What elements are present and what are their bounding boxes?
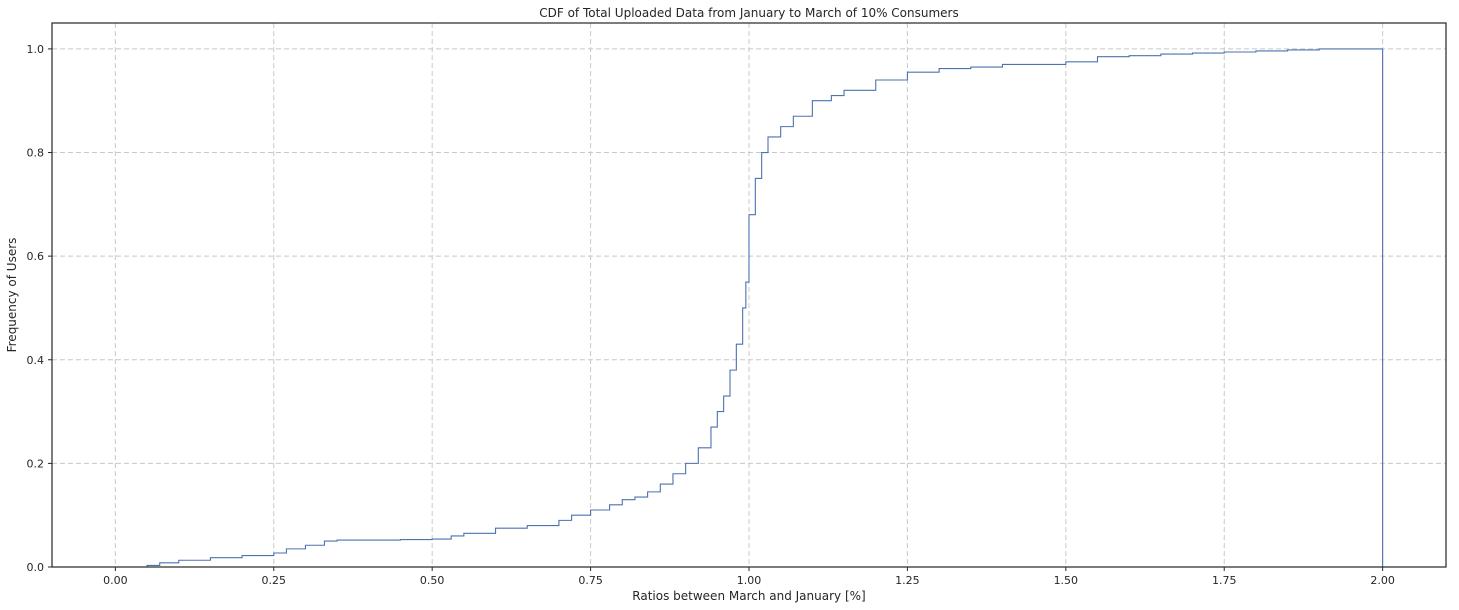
y-tick-label: 1.0 — [27, 43, 45, 56]
x-tick-label: 0.00 — [103, 574, 128, 587]
y-tick-label: 0.2 — [27, 457, 45, 470]
x-tick-label: 2.00 — [1370, 574, 1395, 587]
y-tick-label: 0.4 — [27, 354, 45, 367]
x-axis-ticks: 0.00 0.25 0.50 0.75 1.00 1.25 1.50 1.75 2.00 — [103, 567, 1395, 587]
x-tick-label: 1.75 — [1212, 574, 1237, 587]
y-axis-ticks: 0.0 0.2 0.4 0.6 0.8 1.0 — [27, 43, 52, 574]
x-tick-label: 0.25 — [262, 574, 287, 587]
x-tick-label: 0.50 — [420, 574, 445, 587]
grid — [52, 23, 1446, 568]
chart-title: CDF of Total Uploaded Data from January … — [539, 6, 959, 20]
y-tick-label: 0.6 — [27, 250, 45, 263]
x-tick-label: 1.00 — [737, 574, 762, 587]
x-tick-label: 1.25 — [895, 574, 920, 587]
x-tick-label: 1.50 — [1054, 574, 1079, 587]
y-axis-label: Frequency of Users — [5, 238, 19, 353]
y-tick-label: 0.0 — [27, 561, 45, 574]
x-tick-label: 0.75 — [578, 574, 603, 587]
cdf-series-line — [128, 48, 1384, 568]
y-tick-label: 0.8 — [27, 147, 45, 160]
x-axis-label: Ratios between March and January [%] — [632, 589, 865, 603]
series-layer — [128, 48, 1384, 568]
